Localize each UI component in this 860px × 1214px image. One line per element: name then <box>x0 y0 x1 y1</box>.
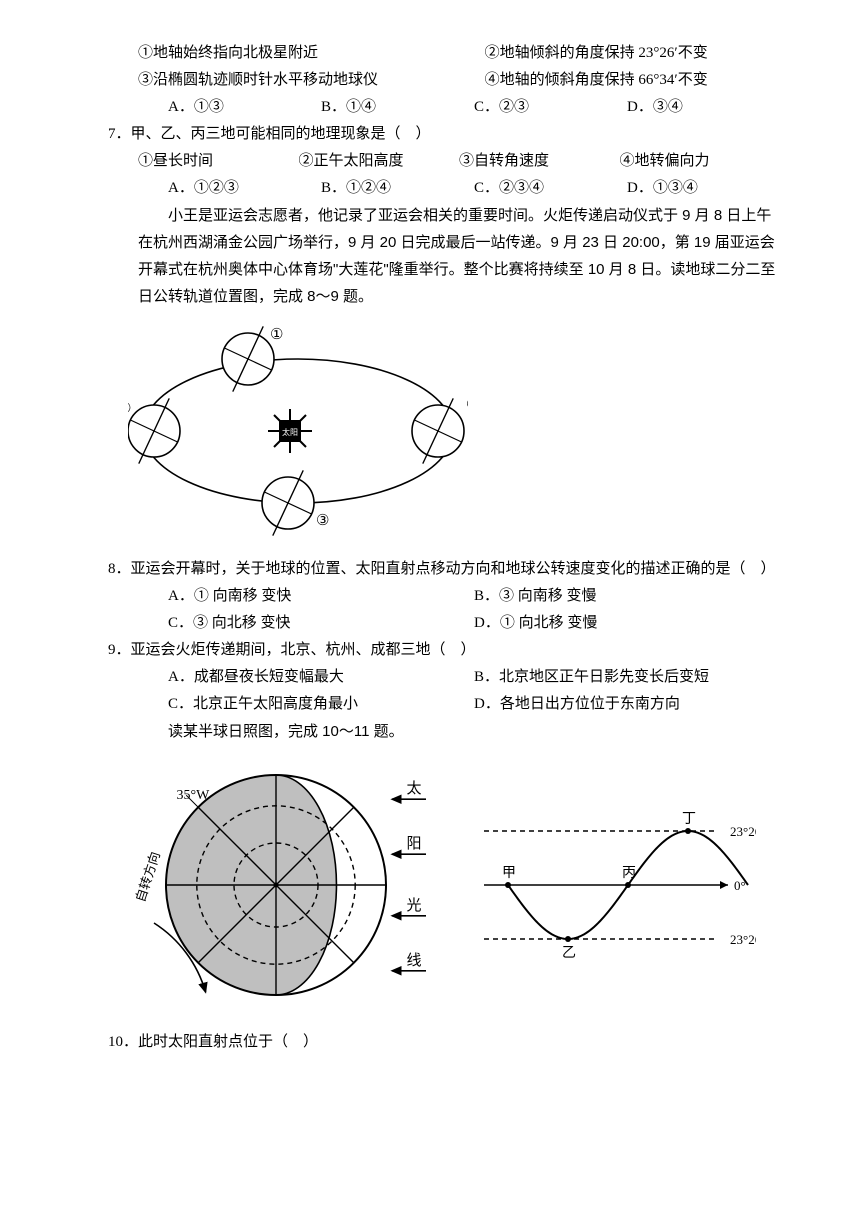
q7-item-1: ①昼长时间 <box>138 148 299 175</box>
svg-text:23°26′N: 23°26′N <box>730 824 756 839</box>
q8-option-a: A．① 向南移 变快 <box>168 583 474 610</box>
q7-item-3: ③自转角速度 <box>459 148 620 175</box>
q8-stem: 8．亚运会开幕时，关于地球的位置、太阳直射点移动方向和地球公转速度变化的描述正确… <box>80 556 780 583</box>
svg-text:丙: 丙 <box>622 866 636 881</box>
q8-option-c: C．③ 向北移 变快 <box>168 610 474 637</box>
svg-text:0°: 0° <box>734 878 746 893</box>
q7-option-a: A．①②③ <box>168 175 321 202</box>
svg-text:阳: 阳 <box>406 835 421 852</box>
q9-stem: 9．亚运会火炬传递期间，北京、杭州、成都三地（ ） <box>80 637 780 664</box>
right-sine-diagram: 甲乙 丙 丁 23°26′N 0° 23°26′S <box>456 785 756 985</box>
svg-text:甲: 甲 <box>502 866 516 881</box>
q7-option-d: D．①③④ <box>627 175 780 202</box>
svg-text:自转方向: 自转方向 <box>133 850 163 904</box>
svg-text:②: ② <box>128 401 131 417</box>
q7-item-4: ④地转偏向力 <box>620 148 781 175</box>
statement-1: ①地轴始终指向北极星附近 <box>138 40 485 67</box>
q7-option-b: B．①②④ <box>321 175 474 202</box>
statement-3: ③沿椭圆轨迹顺时针水平移动地球仪 <box>138 67 485 94</box>
option-c: C．②③ <box>474 94 627 121</box>
q7-item-2: ②正午太阳高度 <box>299 148 460 175</box>
svg-text:③: ③ <box>316 513 329 529</box>
svg-text:乙: 乙 <box>562 945 576 961</box>
svg-text:23°26′S: 23°26′S <box>730 932 756 947</box>
q8-option-b: B．③ 向南移 变慢 <box>474 583 780 610</box>
q7-option-c: C．②③④ <box>474 175 627 202</box>
svg-text:光: 光 <box>406 897 421 914</box>
q7-stem: 7．甲、乙、丙三地可能相同的地理现象是（ ） <box>80 121 780 148</box>
orbit-diagram: 太阳 ① ② ③ ④ <box>128 316 780 546</box>
statement-4: ④地轴的倾斜角度保持 66°34′不变 <box>485 67 708 94</box>
q10-stem: 10．此时太阳直射点位于（ ） <box>80 1029 780 1056</box>
q9-option-b: B．北京地区正午日影先变长后变短 <box>474 664 780 691</box>
q9-option-c: C．北京正午太阳高度角最小 <box>168 691 474 718</box>
svg-text:丁: 丁 <box>682 812 696 827</box>
statement-2: ②地轴倾斜的角度保持 23°26′不变 <box>485 40 708 67</box>
svg-text:①: ① <box>270 327 283 343</box>
svg-text:太阳: 太阳 <box>282 427 298 437</box>
svg-text:线: 线 <box>406 952 421 969</box>
svg-text:35°W: 35°W <box>177 788 211 803</box>
option-d: D．③④ <box>627 94 780 121</box>
left-daylight-diagram: 35°W 自转方向 太阳光线 <box>128 755 428 1015</box>
option-a: A．①③ <box>168 94 321 121</box>
svg-text:太: 太 <box>406 780 421 797</box>
passage-1: 小王是亚运会志愿者，他记录了亚运会相关的重要时间。火炬传递启动仪式于 9 月 8… <box>80 202 780 310</box>
passage-2: 读某半球日照图，完成 10～11 题。 <box>80 718 780 745</box>
q9-option-d: D．各地日出方位位于东南方向 <box>474 691 780 718</box>
q8-option-d: D．① 向北移 变慢 <box>474 610 780 637</box>
svg-text:④: ④ <box>466 397 468 413</box>
q9-option-a: A．成都昼夜长短变幅最大 <box>168 664 474 691</box>
option-b: B．①④ <box>321 94 474 121</box>
